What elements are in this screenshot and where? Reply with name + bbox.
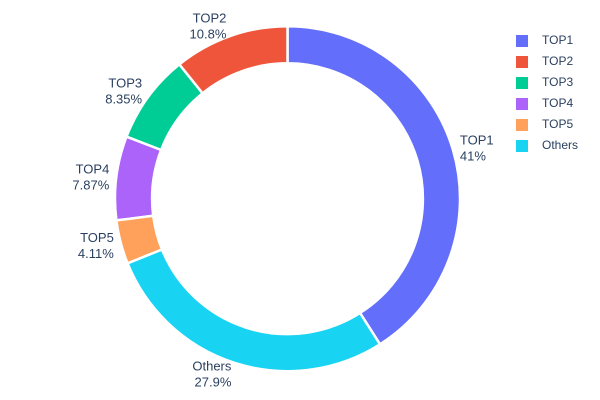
slice-label-top2: TOP2 10.8% xyxy=(190,11,227,42)
pie-slice-top5[interactable] xyxy=(115,214,164,265)
legend-label: TOP1 xyxy=(542,33,574,47)
legend-swatch-top4 xyxy=(516,97,528,110)
legend-swatch-top5 xyxy=(516,118,528,131)
legend-swatch-top1 xyxy=(516,34,528,47)
slice-label-others: Others 27.9% xyxy=(192,359,232,390)
legend-label: Others xyxy=(542,138,579,152)
legend-swatch-top2 xyxy=(516,55,528,68)
legend-item-others[interactable]: Others xyxy=(516,139,578,152)
pie-slice-top2[interactable] xyxy=(178,24,289,95)
legend-label: TOP5 xyxy=(542,117,574,131)
legend-item-top4[interactable]: TOP4 xyxy=(516,97,578,110)
legend-label: TOP4 xyxy=(542,96,574,110)
legend-item-top5[interactable]: TOP5 xyxy=(516,118,578,131)
legend: TOP1 TOP2 TOP3 TOP4 TOP5 Others xyxy=(516,34,578,160)
slice-label-top5: TOP5 4.11% xyxy=(78,230,114,261)
pie-slice-top4[interactable] xyxy=(113,135,163,222)
pie-slice-top1[interactable] xyxy=(286,24,462,346)
legend-label: TOP3 xyxy=(542,75,574,89)
legend-label: TOP2 xyxy=(542,54,574,68)
legend-item-top2[interactable]: TOP2 xyxy=(516,55,578,68)
pie-slice-others[interactable] xyxy=(126,248,382,373)
slice-label-top3: TOP3 8.35% xyxy=(105,76,142,107)
legend-swatch-top3 xyxy=(516,76,528,89)
slice-label-top4: TOP4 7.87% xyxy=(72,162,109,193)
pie-slice-top3[interactable] xyxy=(125,63,204,152)
legend-item-top1[interactable]: TOP1 xyxy=(516,34,578,47)
slice-label-top1: TOP1 41% xyxy=(460,132,494,163)
legend-item-top3[interactable]: TOP3 xyxy=(516,76,578,89)
legend-swatch-others xyxy=(516,139,528,152)
